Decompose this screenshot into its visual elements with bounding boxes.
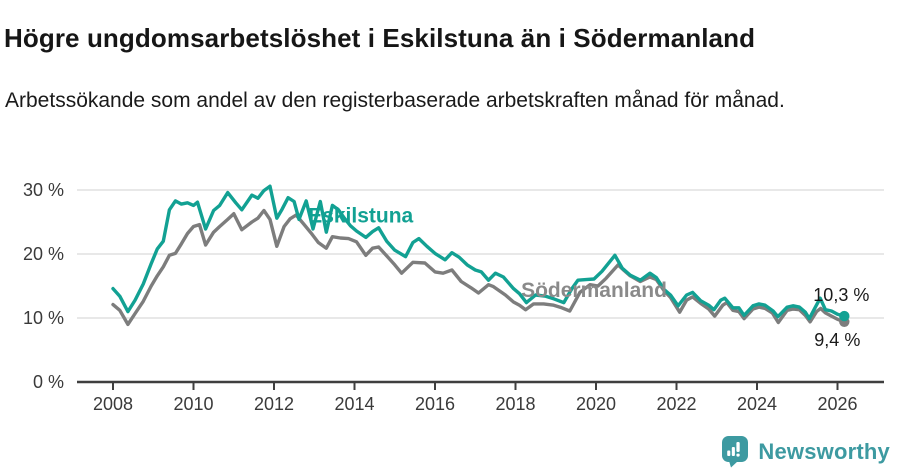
x-tick-label: 2018 [495,394,535,414]
x-tick-label: 2014 [334,394,374,414]
x-tick-label: 2024 [737,394,777,414]
y-tick-label: 20 % [23,244,64,264]
x-tick-label: 2020 [576,394,616,414]
y-tick-label: 0 % [33,372,64,392]
x-tick-label: 2022 [656,394,696,414]
page-title: Högre ungdomsarbetslöshet i Eskilstuna ä… [4,23,756,54]
newsworthy-logo-icon [721,435,749,468]
y-tick-label: 30 % [23,180,64,200]
end-value-label-eskilstuna: 10,3 % [813,285,869,305]
end-value-label-södermanland: 9,4 % [814,330,860,350]
series-line-södermanland [111,208,846,327]
x-tick-label: 2008 [93,394,133,414]
x-tick-label: 2012 [254,394,294,414]
chart-subtitle: Arbetssökande som andel av den registerb… [5,89,785,112]
series-endpoint-dot-eskilstuna [839,310,850,322]
y-tick-label: 10 % [23,308,64,328]
newsworthy-wordmark: Newsworthy [758,438,890,464]
x-tick-label: 2026 [817,394,857,414]
series-label-eskilstuna: Eskilstuna [308,205,413,228]
series-label-södermanland: Södermanland [521,279,667,302]
newsworthy-branding: Newsworthy [721,435,890,468]
x-tick-label: 2010 [173,394,213,414]
series-line-eskilstuna [111,184,846,321]
x-tick-label: 2016 [415,394,455,414]
